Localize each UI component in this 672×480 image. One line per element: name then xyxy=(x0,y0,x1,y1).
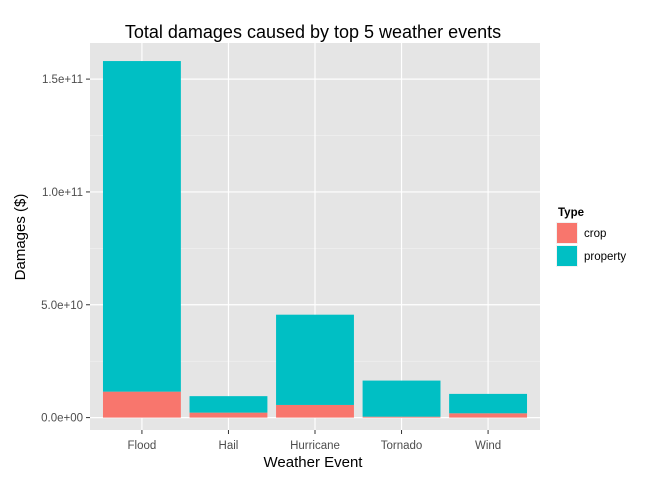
bar-property-flood xyxy=(102,61,181,392)
bar-crop-hail xyxy=(189,412,268,418)
y-tick-label: 5.0e+10 xyxy=(41,300,83,312)
y-tick-label: 0.0e+00 xyxy=(41,413,83,425)
chart-title: Total damages caused by top 5 weather ev… xyxy=(125,22,501,42)
bar-crop-flood xyxy=(102,391,181,418)
legend-label-property: property xyxy=(584,251,626,263)
y-axis: 0.0e+00 5.0e+10 1.0e+11 1.5e+11 xyxy=(41,74,90,425)
x-axis: Flood Hail Hurricane Tornado Wind xyxy=(128,430,501,452)
x-tick-label-hail: Hail xyxy=(219,440,239,452)
legend-swatch-property xyxy=(557,246,577,266)
bar-crop-tornado xyxy=(362,416,441,418)
legend: Type crop property xyxy=(556,207,626,267)
legend-title: Type xyxy=(558,207,584,219)
bar-crop-hurricane xyxy=(276,404,354,418)
x-tick-label-wind: Wind xyxy=(475,440,501,452)
x-tick-label-hurricane: Hurricane xyxy=(290,440,340,452)
bars xyxy=(102,61,528,418)
x-axis-title: Weather Event xyxy=(264,454,364,471)
bar-property-tornado xyxy=(362,380,441,417)
y-tick-label: 1.5e+11 xyxy=(42,74,83,86)
bar-property-hurricane xyxy=(276,314,354,405)
x-tick-label-tornado: Tornado xyxy=(381,440,423,452)
bar-property-hail xyxy=(189,396,268,413)
bar-crop-wind xyxy=(449,413,528,418)
y-tick-label: 1.0e+11 xyxy=(42,187,83,199)
x-tick-label-flood: Flood xyxy=(128,440,157,452)
bar-property-wind xyxy=(449,393,528,414)
legend-swatch-crop xyxy=(557,223,577,243)
y-axis-title: Damages ($) xyxy=(12,194,29,281)
legend-label-crop: crop xyxy=(584,228,606,240)
